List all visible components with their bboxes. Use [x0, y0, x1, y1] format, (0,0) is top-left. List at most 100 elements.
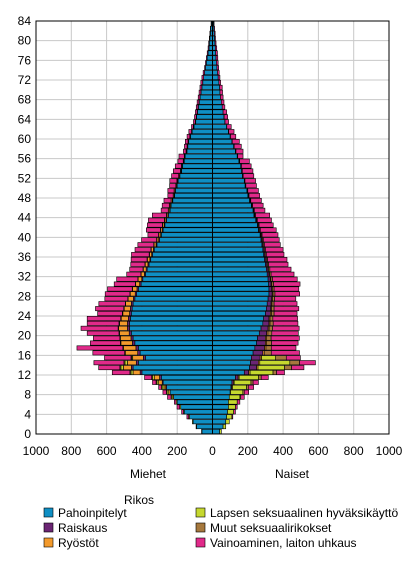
bar-men [177, 405, 180, 409]
bar-women [234, 410, 236, 414]
bar-women [220, 429, 222, 433]
bar-women [269, 326, 273, 330]
bar-men [194, 115, 196, 119]
bar-men [178, 179, 212, 183]
bar-women [272, 306, 274, 310]
bar-women [241, 395, 245, 399]
bar-women [213, 154, 238, 158]
bar-men [171, 203, 212, 207]
left-side-label: Miehet [130, 467, 167, 481]
bar-men [148, 233, 159, 237]
legend-swatch [196, 538, 205, 547]
bar-men [163, 390, 167, 394]
bar-men [128, 297, 133, 301]
bar-men [172, 174, 179, 178]
bar-men [121, 341, 132, 345]
bar-men [182, 410, 184, 414]
bar-women [265, 247, 283, 251]
bar-women [220, 90, 223, 94]
bar-men [145, 375, 152, 379]
bar-women [213, 129, 229, 133]
bar-women [216, 61, 218, 65]
y-tick-label: 40 [18, 230, 32, 244]
bar-women [228, 410, 234, 414]
bar-men [196, 105, 198, 109]
bar-men [77, 346, 123, 350]
bar-men [138, 351, 140, 355]
bar-women [286, 356, 300, 360]
bar-men [140, 351, 212, 355]
bar-women [245, 179, 256, 183]
bar-women [258, 336, 266, 340]
bar-women [224, 115, 228, 119]
bar-men [197, 115, 213, 119]
bar-men [167, 385, 213, 389]
bar-women [275, 292, 300, 296]
y-tick-label: 56 [18, 152, 32, 166]
bar-women [266, 306, 270, 310]
bar-women [275, 297, 296, 301]
bar-men [170, 390, 212, 394]
bar-women [213, 282, 269, 286]
bar-men [121, 365, 123, 369]
bar-women [213, 302, 268, 306]
bar-men [202, 75, 204, 79]
bar-women [213, 346, 255, 350]
bar-men [201, 90, 212, 94]
bar-women [269, 292, 272, 296]
y-tick-label: 8 [24, 388, 31, 402]
bar-women [248, 385, 253, 389]
right-side-label: Naiset [275, 467, 310, 481]
bar-men [130, 321, 213, 325]
bar-men [135, 247, 151, 251]
bar-men [152, 213, 166, 217]
bar-men [99, 302, 125, 306]
bar-men [119, 331, 129, 335]
y-tick-label: 16 [18, 348, 32, 362]
x-tick-label: 600 [308, 444, 328, 458]
x-tick-label: 800 [61, 444, 81, 458]
bar-men [187, 149, 213, 153]
bar-women [234, 144, 241, 148]
bar-men [154, 375, 159, 379]
bar-women [213, 370, 245, 374]
bar-women [213, 80, 219, 84]
bar-women [264, 351, 271, 355]
bar-women [213, 174, 243, 178]
bar-women [213, 188, 247, 192]
bar-men [210, 31, 211, 35]
bar-men [81, 326, 118, 330]
bar-women [254, 208, 265, 212]
bar-men [199, 90, 201, 94]
bar-men [135, 341, 213, 345]
bar-men [190, 134, 212, 138]
y-tick-label: 72 [18, 73, 32, 87]
bar-women [237, 400, 240, 404]
bar-men [130, 292, 135, 296]
bar-women [243, 174, 254, 178]
bar-women [213, 405, 229, 409]
bar-women [262, 356, 276, 360]
bar-women [265, 311, 270, 315]
bar-women [213, 257, 265, 261]
bar-men [184, 159, 212, 163]
bar-women [270, 316, 273, 320]
bar-women [213, 395, 230, 399]
bar-women [213, 410, 228, 414]
bar-men [127, 361, 136, 365]
bar-women [213, 356, 252, 360]
bar-men [185, 139, 188, 143]
bar-men [125, 361, 127, 365]
bar-men [131, 311, 212, 315]
bar-men [121, 316, 128, 320]
bar-men [148, 218, 164, 222]
legend-title: Rikos [124, 493, 154, 507]
bar-men [138, 346, 212, 350]
bar-men [207, 56, 212, 60]
bar-women [213, 424, 224, 428]
bar-men [179, 154, 184, 158]
bar-women [213, 400, 229, 404]
bar-women [248, 188, 259, 192]
